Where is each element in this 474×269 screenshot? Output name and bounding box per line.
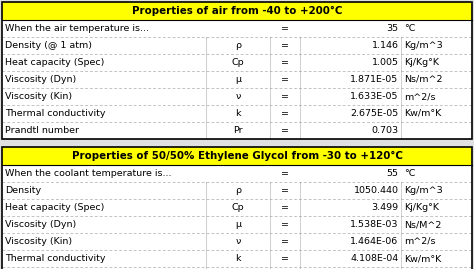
Text: Thermal conductivity: Thermal conductivity (5, 109, 106, 118)
Text: 35: 35 (386, 24, 399, 33)
Text: =: = (281, 92, 289, 101)
Text: Ns/m^2: Ns/m^2 (404, 75, 443, 84)
Text: ρ: ρ (235, 186, 241, 195)
Text: Pr: Pr (233, 126, 243, 135)
Text: Cp: Cp (232, 203, 245, 212)
Text: 1.538E-03: 1.538E-03 (350, 220, 399, 229)
Text: 1.464E-06: 1.464E-06 (350, 237, 399, 246)
Text: Kg/m^3: Kg/m^3 (404, 186, 443, 195)
Bar (2, 216, 472, 233)
Text: =: = (281, 58, 289, 67)
Text: °C: °C (404, 24, 416, 33)
Text: Kw/m°K: Kw/m°K (404, 254, 442, 263)
Text: Viscosity (Dyn): Viscosity (Dyn) (5, 75, 76, 84)
Bar (2, 165, 472, 182)
Text: Kg/m^3: Kg/m^3 (404, 41, 443, 50)
Text: m^2/s: m^2/s (404, 92, 436, 101)
Bar (2, 105, 472, 122)
Text: m^2/s: m^2/s (404, 237, 436, 246)
Bar (2, 2, 472, 20)
Text: °C: °C (404, 169, 416, 178)
Text: 1.146: 1.146 (372, 41, 399, 50)
Text: Ns/M^2: Ns/M^2 (404, 220, 442, 229)
Text: Kw/m°K: Kw/m°K (404, 109, 442, 118)
Text: Viscosity (Kin): Viscosity (Kin) (5, 237, 72, 246)
Bar (2, 182, 472, 199)
Bar (2, 88, 472, 105)
Text: Density (@ 1 atm): Density (@ 1 atm) (5, 41, 92, 50)
Text: Thermal conductivity: Thermal conductivity (5, 254, 106, 263)
Bar (2, 147, 472, 269)
Text: Properties of 50/50% Ethylene Glycol from -30 to +120°C: Properties of 50/50% Ethylene Glycol fro… (72, 151, 402, 161)
Bar (2, 54, 472, 71)
Text: ρ: ρ (235, 41, 241, 50)
Text: =: = (281, 254, 289, 263)
Text: Density: Density (5, 186, 41, 195)
Bar (2, 122, 472, 139)
Text: Prandtl number: Prandtl number (5, 126, 79, 135)
Bar (2, 20, 472, 37)
Text: 1050.440: 1050.440 (354, 186, 399, 195)
Bar (2, 37, 472, 54)
Text: 4.108E-04: 4.108E-04 (350, 254, 399, 263)
Text: =: = (281, 220, 289, 229)
Text: Kj/Kg°K: Kj/Kg°K (404, 203, 439, 212)
Text: Heat capacity (Spec): Heat capacity (Spec) (5, 203, 104, 212)
Text: ν: ν (236, 92, 241, 101)
Text: ν: ν (236, 237, 241, 246)
Text: 1.871E-05: 1.871E-05 (350, 75, 399, 84)
Text: Viscosity (Kin): Viscosity (Kin) (5, 92, 72, 101)
Text: 1.005: 1.005 (372, 58, 399, 67)
Text: =: = (281, 126, 289, 135)
Text: 2.675E-05: 2.675E-05 (350, 109, 399, 118)
Bar (0, 139, 474, 147)
Text: k: k (236, 254, 241, 263)
Text: 3.499: 3.499 (371, 203, 399, 212)
Text: =: = (281, 237, 289, 246)
Bar (2, 2, 472, 139)
Text: =: = (281, 24, 289, 33)
Text: 1.633E-05: 1.633E-05 (350, 92, 399, 101)
Text: When the air temperature is...: When the air temperature is... (5, 24, 149, 33)
Text: Heat capacity (Spec): Heat capacity (Spec) (5, 58, 104, 67)
Text: Cp: Cp (232, 58, 245, 67)
Text: k: k (236, 109, 241, 118)
Bar (2, 250, 472, 267)
Text: 0.703: 0.703 (371, 126, 399, 135)
Text: =: = (281, 41, 289, 50)
Text: μ: μ (235, 220, 241, 229)
Text: Properties of air from -40 to +200°C: Properties of air from -40 to +200°C (132, 6, 342, 16)
Text: 55: 55 (386, 169, 399, 178)
Bar (2, 233, 472, 250)
Bar (2, 199, 472, 216)
Text: Kj/Kg°K: Kj/Kg°K (404, 58, 439, 67)
Text: =: = (281, 109, 289, 118)
Text: μ: μ (235, 75, 241, 84)
Text: =: = (281, 186, 289, 195)
Text: =: = (281, 75, 289, 84)
Bar (2, 71, 472, 88)
Text: Viscosity (Dyn): Viscosity (Dyn) (5, 220, 76, 229)
Text: =: = (281, 169, 289, 178)
Text: =: = (281, 203, 289, 212)
Text: When the coolant temperature is...: When the coolant temperature is... (5, 169, 172, 178)
Bar (2, 147, 472, 165)
Bar (2, 267, 472, 269)
